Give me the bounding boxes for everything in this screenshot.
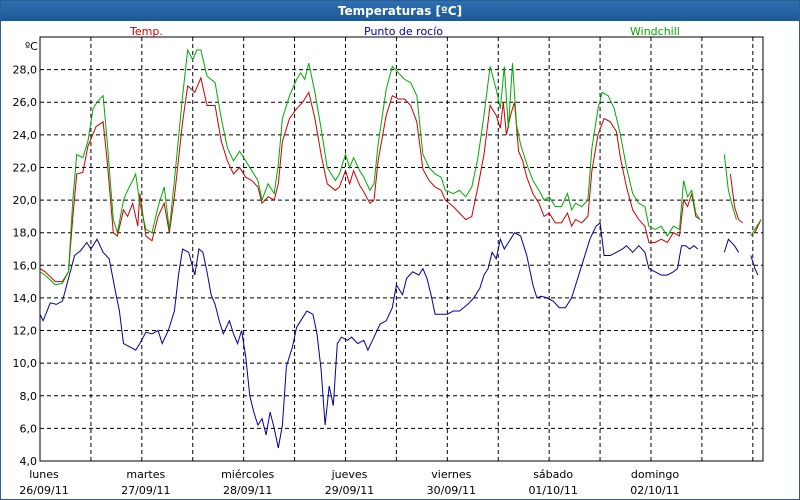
y-tick-label: 20,0 (13, 194, 38, 207)
y-axis-ticks: 4,0 6,0 8,0 10,0 12,0 14,0 16,0 18,0 20,0 22,0 24,… (13, 64, 38, 468)
plot-area (39, 36, 764, 462)
legend-temp: Temp. (129, 25, 163, 38)
y-tick-label: 10,0 (13, 357, 38, 370)
x-tick-day: jueves (331, 468, 368, 481)
series-line-temp (39, 76, 762, 283)
y-tick-label: 4,0 (20, 455, 38, 468)
y-tick-label: 24,0 (13, 129, 38, 142)
x-tick-date: 27/09/11 (121, 484, 170, 497)
x-tick-date: 28/09/11 (223, 484, 272, 497)
legend-windchill: Windchill (630, 25, 680, 38)
series-lines (39, 48, 762, 449)
y-tick-label: 22,0 (13, 161, 38, 174)
x-tick-day: miércoles (221, 468, 274, 481)
x-tick-day: viernes (431, 468, 471, 481)
x-tick-date: 02/10/11 (630, 484, 679, 497)
x-tick-day: domingo (631, 468, 679, 481)
window-title: Temperaturas [ºC] (1, 1, 799, 21)
chart-grid (40, 37, 763, 462)
y-tick-label: 14,0 (13, 292, 38, 305)
x-tick-date: 01/10/11 (528, 484, 577, 497)
y-tick-label: 18,0 (13, 227, 38, 240)
x-tick-day: martes (126, 468, 165, 481)
y-tick-label: 28,0 (13, 64, 38, 77)
x-tick-date: 26/09/11 (19, 484, 68, 497)
y-tick-label: 8,0 (20, 390, 38, 403)
x-tick-date: 29/09/11 (325, 484, 374, 497)
legend-dew-point: Punto de rocío (364, 25, 443, 38)
series-line-dew (39, 221, 759, 449)
x-tick-date: 30/09/11 (427, 484, 476, 497)
y-tick-label: 12,0 (13, 325, 38, 338)
x-tick-day: sábado (533, 468, 573, 481)
x-tick-day: lunes (29, 468, 59, 481)
y-tick-label: 6,0 (20, 422, 38, 435)
y-axis-label: ºC (25, 40, 38, 53)
y-tick-label: 26,0 (13, 96, 38, 109)
y-tick-label: 16,0 (13, 259, 38, 272)
x-axis-ticks: lunes 26/09/11 martes 27/09/11 miércoles 28/0… (19, 468, 679, 497)
series-line-windchill (39, 48, 762, 286)
